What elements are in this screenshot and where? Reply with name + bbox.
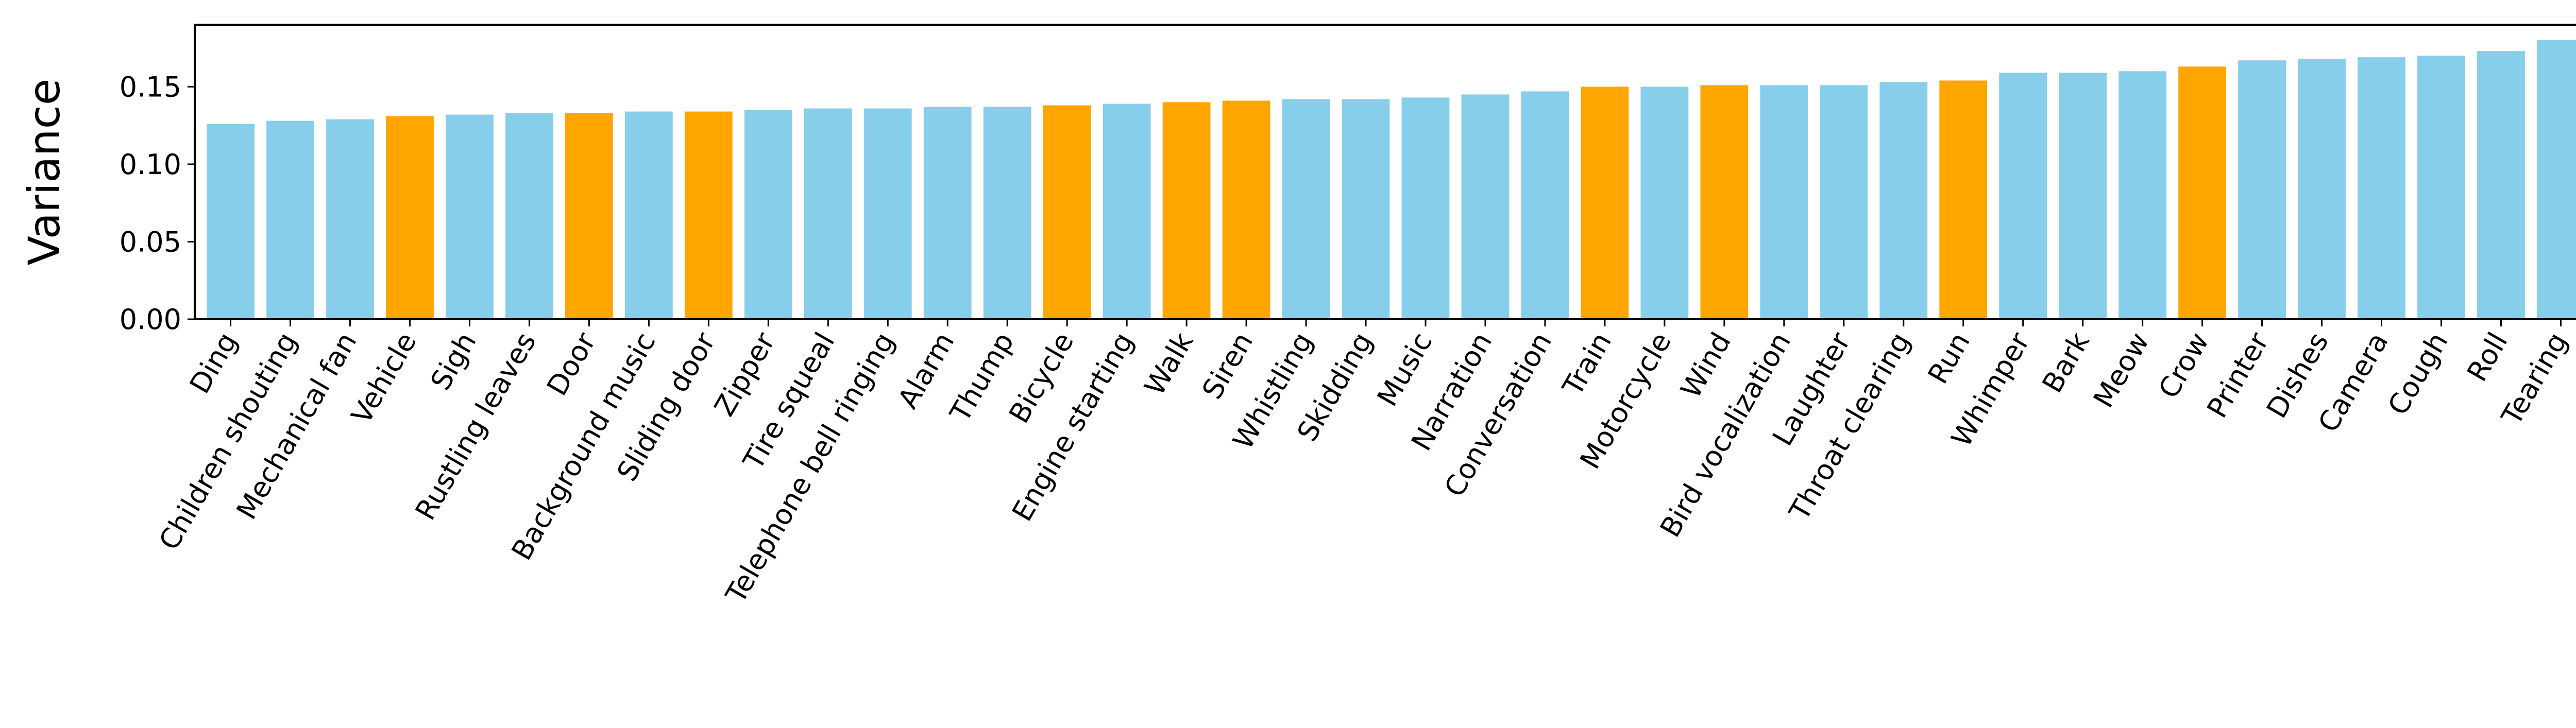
- bar-bark: [2059, 73, 2107, 320]
- y-tick-label: 0.00: [120, 303, 181, 336]
- bar-run: [1939, 80, 1988, 319]
- bar-printer: [2238, 60, 2286, 320]
- x-tick-label: Wind: [1674, 327, 1737, 404]
- x-tick-label: Train: [1556, 327, 1618, 402]
- bar-zipper: [744, 110, 792, 319]
- x-tick-label: Door: [540, 326, 602, 401]
- bar-thump: [983, 107, 1031, 319]
- bar-throat-clearing: [1879, 82, 1928, 320]
- x-tick-label: Roll: [2461, 327, 2514, 387]
- x-tick-label: Siren: [1196, 327, 1259, 405]
- y-tick-label: 0.10: [120, 148, 181, 181]
- x-tick-label: Walk: [1138, 326, 1200, 401]
- y-axis-ticks: 0.00 0.05 0.10 0.15: [120, 71, 195, 336]
- x-tick-label: Cough: [2381, 327, 2454, 421]
- bar-bird-vocalization: [1760, 85, 1808, 319]
- bar-sliding-door: [684, 111, 733, 319]
- x-tick-label: Bark: [2036, 326, 2096, 398]
- bar-engine-starting: [1103, 103, 1151, 319]
- bar-skidding: [1342, 99, 1390, 320]
- bar-music: [1401, 97, 1450, 319]
- bar-tearing: [2537, 40, 2576, 319]
- bar-cough: [2417, 56, 2465, 320]
- bar-motorcycle: [1640, 86, 1689, 319]
- bar-telephone-bell-ringing: [863, 108, 912, 319]
- bar-sigh: [446, 114, 494, 319]
- bar-camera: [2358, 57, 2405, 319]
- bar-narration: [1461, 94, 1510, 319]
- y-axis-title: Variance: [19, 79, 70, 266]
- bar-laughter: [1820, 85, 1868, 319]
- bar-walk: [1162, 102, 1211, 320]
- y-tick-label: 0.05: [120, 226, 181, 258]
- bar-door: [565, 113, 613, 319]
- bar-conversation: [1521, 91, 1569, 319]
- bar-bicycle: [1043, 105, 1091, 319]
- bar-siren: [1222, 100, 1270, 319]
- bar-meow: [2119, 71, 2167, 319]
- bar-mechanical-fan: [326, 119, 374, 320]
- bar-vehicle: [386, 116, 434, 320]
- bar-ding: [207, 124, 255, 319]
- bars-group: [207, 40, 2576, 320]
- bar-alarm: [923, 107, 972, 319]
- y-tick-label: 0.15: [120, 71, 181, 103]
- bar-dishes: [2298, 59, 2346, 320]
- x-tick-label: Ding: [183, 327, 244, 399]
- bar-roll: [2477, 51, 2525, 319]
- bar-tire-squeal: [804, 108, 852, 319]
- x-tick-label: Sigh: [424, 327, 482, 396]
- bar-whimper: [1999, 73, 2047, 320]
- bar-whistling: [1282, 99, 1330, 320]
- x-tick-label: Run: [1922, 327, 1976, 389]
- x-tick-label: Engine starting: [1006, 327, 1140, 527]
- x-tick-label: Rustling leaves: [409, 327, 543, 526]
- bar-rustling-leaves: [505, 113, 553, 319]
- bar-train: [1581, 86, 1629, 319]
- bar-wind: [1700, 85, 1749, 319]
- x-tick-label: Crow: [2152, 327, 2215, 404]
- bar-crow: [2178, 66, 2226, 319]
- bar-children-shouting: [266, 120, 314, 319]
- plot-frame: [194, 24, 2576, 320]
- bar-background-music: [624, 111, 673, 319]
- x-tick-label: Meow: [2087, 327, 2156, 413]
